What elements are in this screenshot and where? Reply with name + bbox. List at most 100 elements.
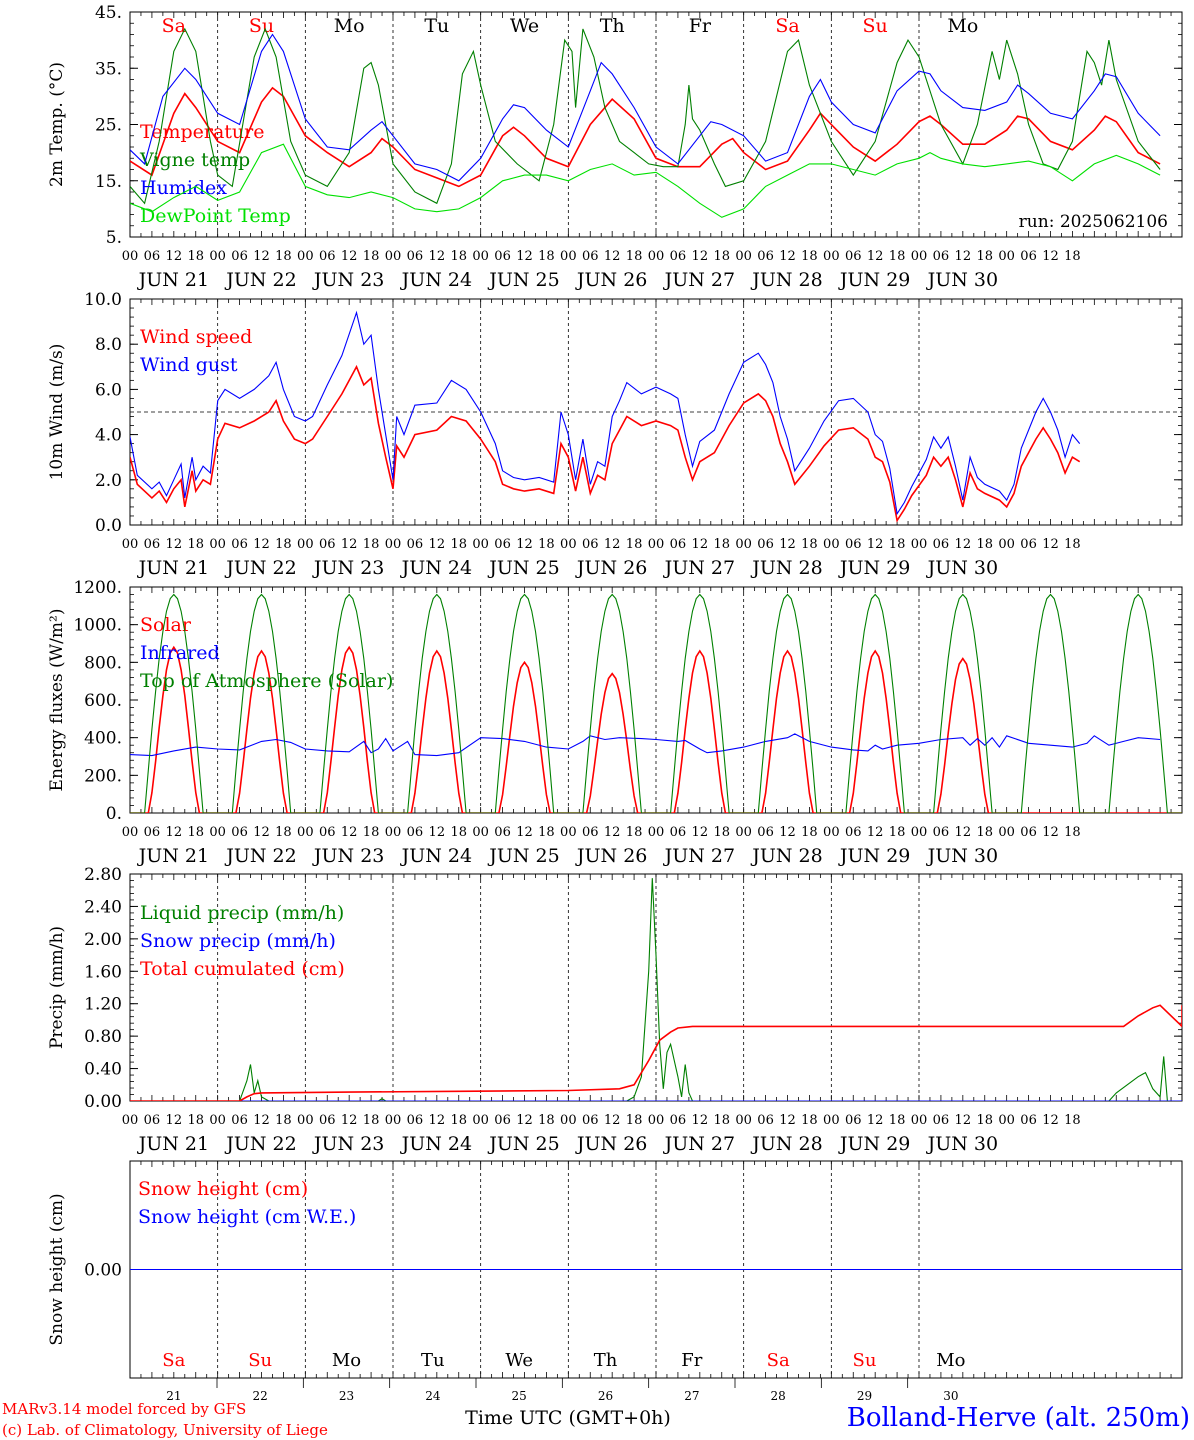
y-axis-label: Snow height (cm) — [47, 1193, 67, 1345]
day-abbr-label: Sa — [162, 15, 186, 37]
panel-temp: 5. 15. 25. 35. 45. 2m Temp. (°C) 00 06 12 18 00 06 1… — [47, 3, 1183, 291]
legend-entry: Humidex — [140, 177, 227, 199]
x-hour-label: 00 — [998, 249, 1015, 264]
y-tick-label: 400. — [84, 729, 122, 749]
x-hour-label: 18 — [801, 537, 818, 552]
legend-entry: Top of Atmosphere (Solar) — [140, 670, 393, 692]
y-tick-label: 15. — [95, 172, 122, 192]
x-hour-label: 00 — [998, 537, 1015, 552]
x-date-label: JUN 29 — [838, 557, 910, 579]
x-date-label: JUN 29 — [838, 845, 910, 867]
x-date-label: JUN 30 — [926, 1133, 998, 1155]
x-date-label: JUN 23 — [312, 1133, 384, 1155]
x-hour-label: 12 — [1042, 1113, 1059, 1128]
x-date-label: JUN 23 — [312, 557, 384, 579]
x-hour-label: 06 — [670, 537, 687, 552]
x-hour-label: 06 — [933, 537, 950, 552]
x-hour-label: 00 — [735, 249, 752, 264]
x-hour-label: 18 — [1064, 537, 1081, 552]
legend-entry: Solar — [140, 614, 192, 636]
x-hour-label: 00 — [122, 537, 139, 552]
x-hour-label: 18 — [275, 825, 292, 840]
x-hour-label: 12 — [429, 249, 446, 264]
x-hour-label: 12 — [1042, 537, 1059, 552]
x-hour-label: 06 — [231, 1113, 248, 1128]
x-hour-label: 12 — [166, 537, 183, 552]
x-hour-label: 12 — [692, 537, 709, 552]
day-abbr-label: Mo — [332, 1350, 361, 1371]
x-hour-label: 18 — [976, 537, 993, 552]
x-hour-label: 06 — [407, 1113, 424, 1128]
x-date-label: JUN 21 — [137, 1133, 209, 1155]
x-hour-label: 06 — [845, 537, 862, 552]
x-hour-label: 00 — [209, 825, 226, 840]
x-hour-label: 12 — [516, 537, 533, 552]
station-label: Bolland-Herve (alt. 250m) — [847, 1403, 1190, 1433]
y-tick-label: 2.80 — [84, 865, 122, 885]
day-abbr-label: Mo — [936, 1350, 965, 1371]
x-hour-label: 12 — [955, 537, 972, 552]
x-date-label: JUN 26 — [575, 557, 647, 579]
x-hour-label: 06 — [494, 537, 511, 552]
x-date-label: JUN 28 — [750, 557, 822, 579]
day-abbr-label: Su — [249, 15, 274, 37]
x-hour-label: 12 — [166, 249, 183, 264]
x-hour-label: 12 — [253, 537, 270, 552]
x-date-label: JUN 21 — [137, 845, 209, 867]
x-hour-label: 00 — [122, 825, 139, 840]
day-abbr-label: Th — [600, 15, 625, 37]
day-abbr-label: Sa — [767, 1350, 790, 1371]
y-tick-label: 2.40 — [84, 897, 122, 917]
legend-entry: Snow height (cm) — [138, 1178, 308, 1200]
day-abbr-label: Fr — [681, 1350, 702, 1371]
x-hour-label: 12 — [604, 249, 621, 264]
y-tick-label: 800. — [84, 653, 122, 673]
x-date-label: JUN 26 — [575, 1133, 647, 1155]
series-line-humidex — [130, 33, 1161, 182]
x-hour-label: 18 — [450, 825, 467, 840]
x-date-label: JUN 27 — [663, 269, 735, 291]
y-tick-label: 10.0 — [84, 290, 122, 310]
x-hour-label: 06 — [757, 825, 774, 840]
x-hour-label: 12 — [604, 825, 621, 840]
y-tick-label: 25. — [95, 116, 122, 136]
x-hour-label: 12 — [867, 249, 884, 264]
y-tick-label: 1.20 — [84, 995, 122, 1015]
x-hour-label: 06 — [1020, 1113, 1037, 1128]
x-hour-label: 18 — [363, 537, 380, 552]
series-line-temperature — [130, 86, 1161, 188]
x-date-label: JUN 23 — [312, 845, 384, 867]
x-hour-label: 06 — [1020, 825, 1037, 840]
x-hour-label: 12 — [341, 825, 358, 840]
y-tick-label: 1.60 — [84, 962, 122, 982]
series-line-total-cumulated-cm- — [130, 1004, 1182, 1101]
x-date-label: JUN 25 — [487, 557, 559, 579]
x-hour-label: 00 — [911, 1113, 928, 1128]
day-number-label: 23 — [339, 1389, 354, 1403]
series-line-vigne-temp — [130, 27, 1161, 205]
x-hour-label: 00 — [472, 1113, 489, 1128]
x-hour-label: 06 — [582, 825, 599, 840]
panel-energy: 0. 200. 400. 600. 800. 1000. 1200. Energy fluxe… — [47, 578, 1183, 867]
x-hour-label: 06 — [319, 1113, 336, 1128]
x-hour-label: 12 — [253, 249, 270, 264]
x-hour-label: 12 — [955, 825, 972, 840]
x-hour-label: 00 — [297, 537, 314, 552]
series-line-wind-gust — [130, 310, 1081, 516]
x-hour-label: 06 — [845, 825, 862, 840]
x-hour-label: 00 — [122, 1113, 139, 1128]
x-date-label: JUN 21 — [137, 269, 209, 291]
x-date-label: JUN 28 — [750, 1133, 822, 1155]
x-hour-label: 00 — [823, 1113, 840, 1128]
x-hour-label: 06 — [319, 825, 336, 840]
x-hour-label: 06 — [407, 825, 424, 840]
x-hour-label: 06 — [1020, 537, 1037, 552]
x-date-label: JUN 28 — [750, 269, 822, 291]
day-number-label: 29 — [857, 1389, 872, 1403]
day-abbr-label: Tu — [421, 1350, 445, 1371]
x-hour-label: 12 — [867, 1113, 884, 1128]
x-hour-label: 06 — [582, 1113, 599, 1128]
y-tick-label: 8.0 — [95, 335, 122, 355]
x-hour-label: 06 — [933, 1113, 950, 1128]
x-hour-label: 18 — [275, 537, 292, 552]
